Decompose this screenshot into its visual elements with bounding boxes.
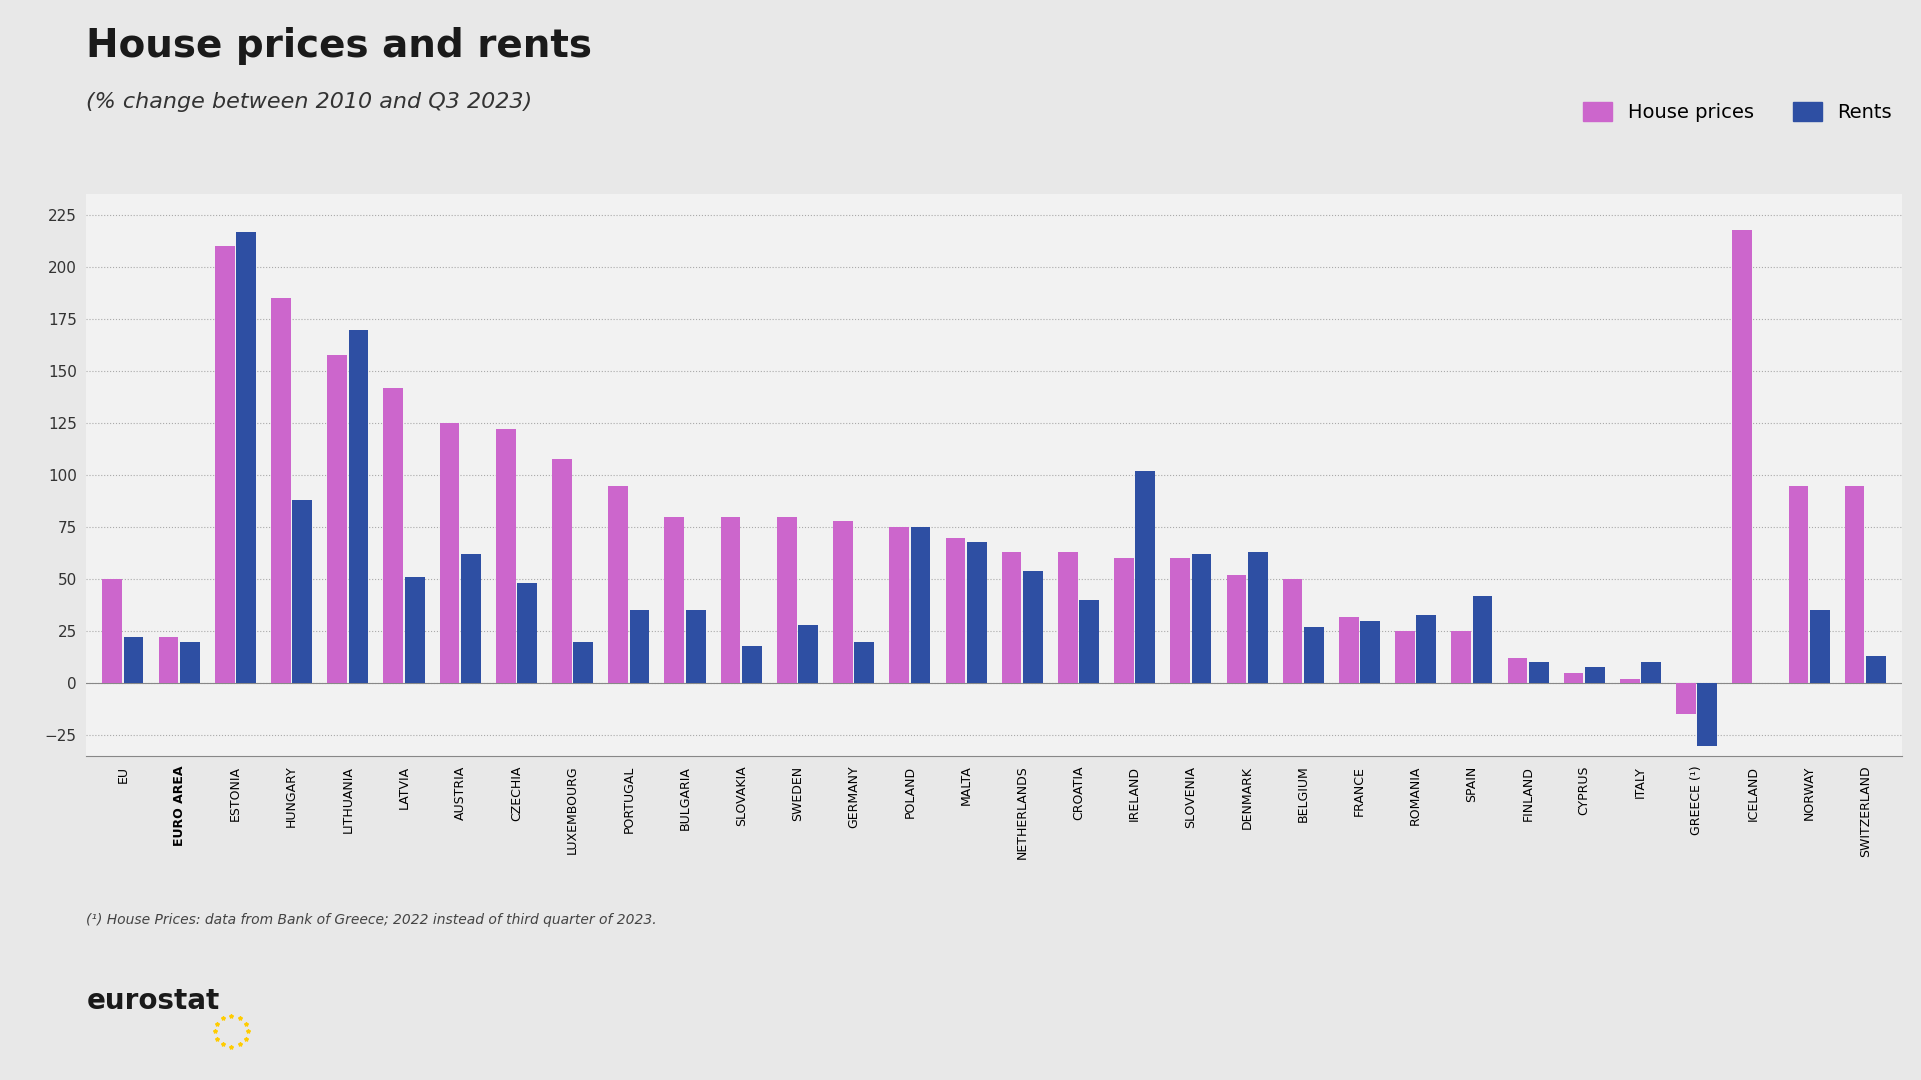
Bar — [159, 637, 179, 684]
Bar — [609, 486, 628, 684]
Bar — [1733, 230, 1752, 684]
Bar — [1865, 657, 1886, 684]
Bar — [1698, 684, 1717, 745]
Bar — [1058, 552, 1078, 684]
Bar — [855, 642, 874, 684]
Bar — [911, 527, 930, 684]
Bar — [720, 517, 740, 684]
Bar — [686, 610, 705, 684]
Bar — [327, 354, 348, 684]
Bar — [1677, 684, 1696, 714]
Bar — [1304, 627, 1324, 684]
Bar — [1395, 631, 1414, 684]
Bar — [1844, 486, 1865, 684]
Bar — [799, 625, 818, 684]
Bar — [1170, 558, 1189, 684]
Bar — [236, 232, 255, 684]
Text: (% change between 2010 and Q3 2023): (% change between 2010 and Q3 2023) — [86, 92, 532, 112]
Bar — [1585, 666, 1604, 684]
Bar — [1191, 554, 1212, 684]
Bar — [405, 577, 425, 684]
Bar — [1564, 673, 1583, 684]
Bar — [461, 554, 480, 684]
Bar — [1788, 486, 1808, 684]
Bar — [742, 646, 763, 684]
Bar — [1001, 552, 1022, 684]
Bar — [1024, 571, 1043, 684]
Bar — [1508, 658, 1527, 684]
Bar — [1641, 662, 1662, 684]
Bar — [1452, 631, 1471, 684]
Bar — [271, 298, 290, 684]
Text: eurostat: eurostat — [86, 987, 219, 1015]
Bar — [440, 423, 459, 684]
Bar — [1249, 552, 1268, 684]
Bar — [1226, 575, 1247, 684]
Bar — [1416, 615, 1437, 684]
Legend: House prices, Rents: House prices, Rents — [1583, 102, 1892, 122]
Bar — [966, 542, 987, 684]
Bar — [1339, 617, 1358, 684]
Bar — [1080, 600, 1099, 684]
Bar — [1810, 610, 1829, 684]
Bar — [181, 642, 200, 684]
Bar — [384, 388, 403, 684]
Bar — [123, 637, 144, 684]
Bar — [776, 517, 797, 684]
Bar — [1619, 679, 1641, 684]
Bar — [630, 610, 649, 684]
Text: House prices and rents: House prices and rents — [86, 27, 592, 65]
Bar — [1360, 621, 1379, 684]
Bar — [889, 527, 909, 684]
Bar — [496, 430, 515, 684]
Bar — [834, 521, 853, 684]
Bar — [215, 246, 234, 684]
Bar — [517, 583, 536, 684]
Bar — [945, 538, 964, 684]
Bar — [1529, 662, 1548, 684]
Text: (¹) House Prices: data from Bank of Greece; 2022 instead of third quarter of 202: (¹) House Prices: data from Bank of Gree… — [86, 913, 657, 927]
Bar — [1114, 558, 1133, 684]
Bar — [1473, 596, 1493, 684]
Bar — [348, 329, 369, 684]
Bar — [1283, 579, 1302, 684]
Bar — [1135, 471, 1155, 684]
Bar — [551, 459, 572, 684]
Bar — [292, 500, 311, 684]
Bar — [574, 642, 594, 684]
Bar — [102, 579, 123, 684]
Bar — [665, 517, 684, 684]
